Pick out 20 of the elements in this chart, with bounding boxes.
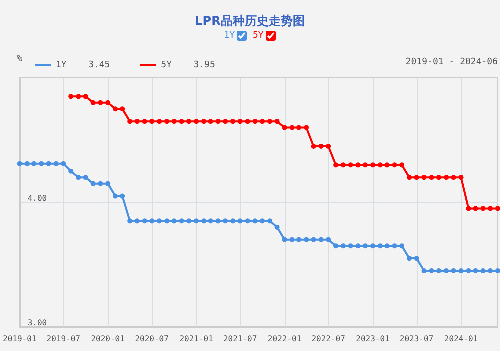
text: 5Y 3.95 [161,60,216,70]
text: 2019-01 - 2024-06 [406,58,498,68]
text: 1Y 3.45 [56,60,110,70]
y-axis-title: % [17,54,24,64]
text: 1Y [224,31,235,41]
text: 5Y [253,31,264,41]
x-tick-label: 2019-07 [46,334,81,344]
x-tick-label: 2023-01 [356,334,390,344]
x-tick-label: 2021-01 [180,334,214,344]
y-tick-label: 3.00 [28,318,48,328]
x-tick-label: 2020-01 [91,334,126,344]
x-tick-label: 2022-07 [312,334,346,344]
x-tick-label: 2024-01 [444,334,478,344]
x-tick-label: 2019-01 [3,334,37,344]
x-tick-label: 2023-07 [400,334,434,344]
x-tick-label: 2021-07 [223,334,258,344]
y-tick-label: 4.00 [28,194,48,203]
x-tick-label: 2020-07 [135,334,170,344]
chart-title: LPR品种历史走势图 [195,14,305,28]
x-tick-label: 2022-01 [268,334,302,344]
